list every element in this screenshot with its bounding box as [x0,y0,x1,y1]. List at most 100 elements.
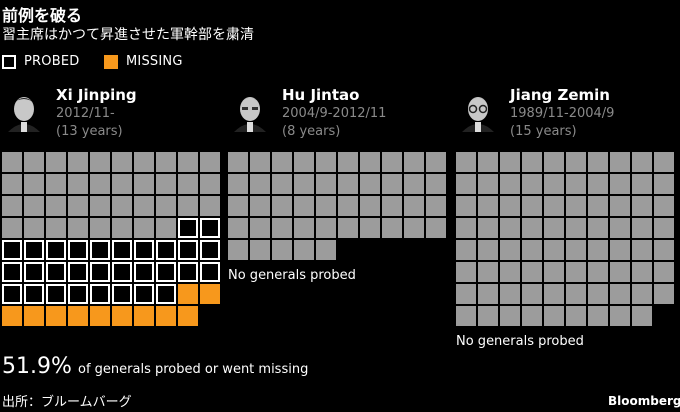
waffle-cell-general [456,152,476,172]
waffle-cell-general [544,174,564,194]
leader-term-hu: 2004/9-2012/11 [282,106,387,121]
waffle-cell-general [654,284,674,304]
waffle-cell-general [566,174,586,194]
waffle-cell-general [478,174,498,194]
waffle-cell-probed [134,284,154,304]
waffle-cell-general [228,196,248,216]
waffle-cell-general [522,306,542,326]
waffle-cell-general [112,174,132,194]
waffle-cell-general [156,174,176,194]
waffle-cell-general [500,262,520,282]
waffle-cell-general [90,152,110,172]
waffle-cell-general [610,174,630,194]
waffle-cell-general [46,174,66,194]
waffle-cell-general [250,174,270,194]
waffle-cell-general [522,196,542,216]
waffle-cell-general [456,218,476,238]
waffle-cell-probed [46,240,66,260]
waffle-cell-general [360,152,380,172]
leader-term-xi: 2012/11- [56,106,115,121]
waffle-cell-general [134,174,154,194]
waffle-cell-general [68,218,88,238]
waffle-cell-general [228,174,248,194]
legend-label-probed: PROBED [24,54,80,69]
waffle-cell-general [68,152,88,172]
waffle-cell-general [272,152,292,172]
waffle-cell-general [338,152,358,172]
waffle-cell-general [112,218,132,238]
waffle-cell-general [522,218,542,238]
waffle-cell-general [544,262,564,282]
xi-jinping-portrait [2,88,46,132]
waffle-cell-general [500,284,520,304]
waffle-cell-probed [112,284,132,304]
waffle-cell-probed [2,262,22,282]
hu-jintao-portrait [228,88,272,132]
leader-term-jiang: 1989/11-2004/9 [510,106,615,121]
waffle-cell-general [544,306,564,326]
waffle-cell-probed [178,262,198,282]
waffle-cell-general [588,306,608,326]
waffle-cell-general [610,196,630,216]
waffle-cell-general [404,196,424,216]
waffle-cell-general [544,152,564,172]
waffle-cell-general [478,262,498,282]
waffle-cell-general [456,240,476,260]
waffle-cell-probed [68,284,88,304]
waffle-cell-general [294,240,314,260]
waffle-cell-general [522,152,542,172]
waffle-cell-general [478,152,498,172]
waffle-cell-general [360,196,380,216]
waffle-cell-probed [68,262,88,282]
waffle-cell-probed [156,284,176,304]
waffle-cell-general [2,152,22,172]
waffle-cell-general [228,240,248,260]
waffle-cell-general [2,174,22,194]
waffle-cell-probed [156,240,176,260]
waffle-cell-general [250,152,270,172]
waffle-cell-probed [24,262,44,282]
waffle-cell-general [316,196,336,216]
waffle-cell-general [478,306,498,326]
waffle-cell-probed [24,284,44,304]
waffle-cell-general [112,152,132,172]
waffle-cell-general [632,196,652,216]
waffle-cell-general [588,240,608,260]
waffle-cell-missing [156,306,176,326]
waffle-cell-general [566,196,586,216]
waffle-cell-general [566,306,586,326]
waffle-cell-general [360,218,380,238]
waffle-cell-general [134,196,154,216]
waffle-cell-general [68,174,88,194]
waffle-cell-general [178,152,198,172]
waffle-cell-probed [112,262,132,282]
note-hu: No generals probed [228,268,356,283]
waffle-cell-probed [200,218,220,238]
leader-years-hu: (8 years) [282,124,341,139]
waffle-cell-general [272,218,292,238]
waffle-cell-general [522,174,542,194]
waffle-cell-missing [178,284,198,304]
legend-item-probed: PROBED [2,54,79,69]
waffle-cell-missing [90,306,110,326]
waffle-cell-general [544,284,564,304]
note-jiang: No generals probed [456,334,584,349]
waffle-cell-general [632,262,652,282]
waffle-cell-general [90,196,110,216]
waffle-cell-probed [46,262,66,282]
waffle-cell-general [46,218,66,238]
waffle-cell-general [338,174,358,194]
waffle-cell-general [404,174,424,194]
waffle-cell-missing [46,306,66,326]
waffle-cell-general [588,262,608,282]
waffle-cell-probed [156,262,176,282]
waffle-cell-general [456,262,476,282]
legend-swatch-missing [104,54,118,69]
waffle-cell-general [200,196,220,216]
waffle-cell-general [654,174,674,194]
waffle-cell-general [456,284,476,304]
jiang-zemin-portrait [456,88,500,132]
waffle-cell-general [654,240,674,260]
waffle-cell-general [500,306,520,326]
stat-label: of generals probed or went missing [78,362,309,377]
